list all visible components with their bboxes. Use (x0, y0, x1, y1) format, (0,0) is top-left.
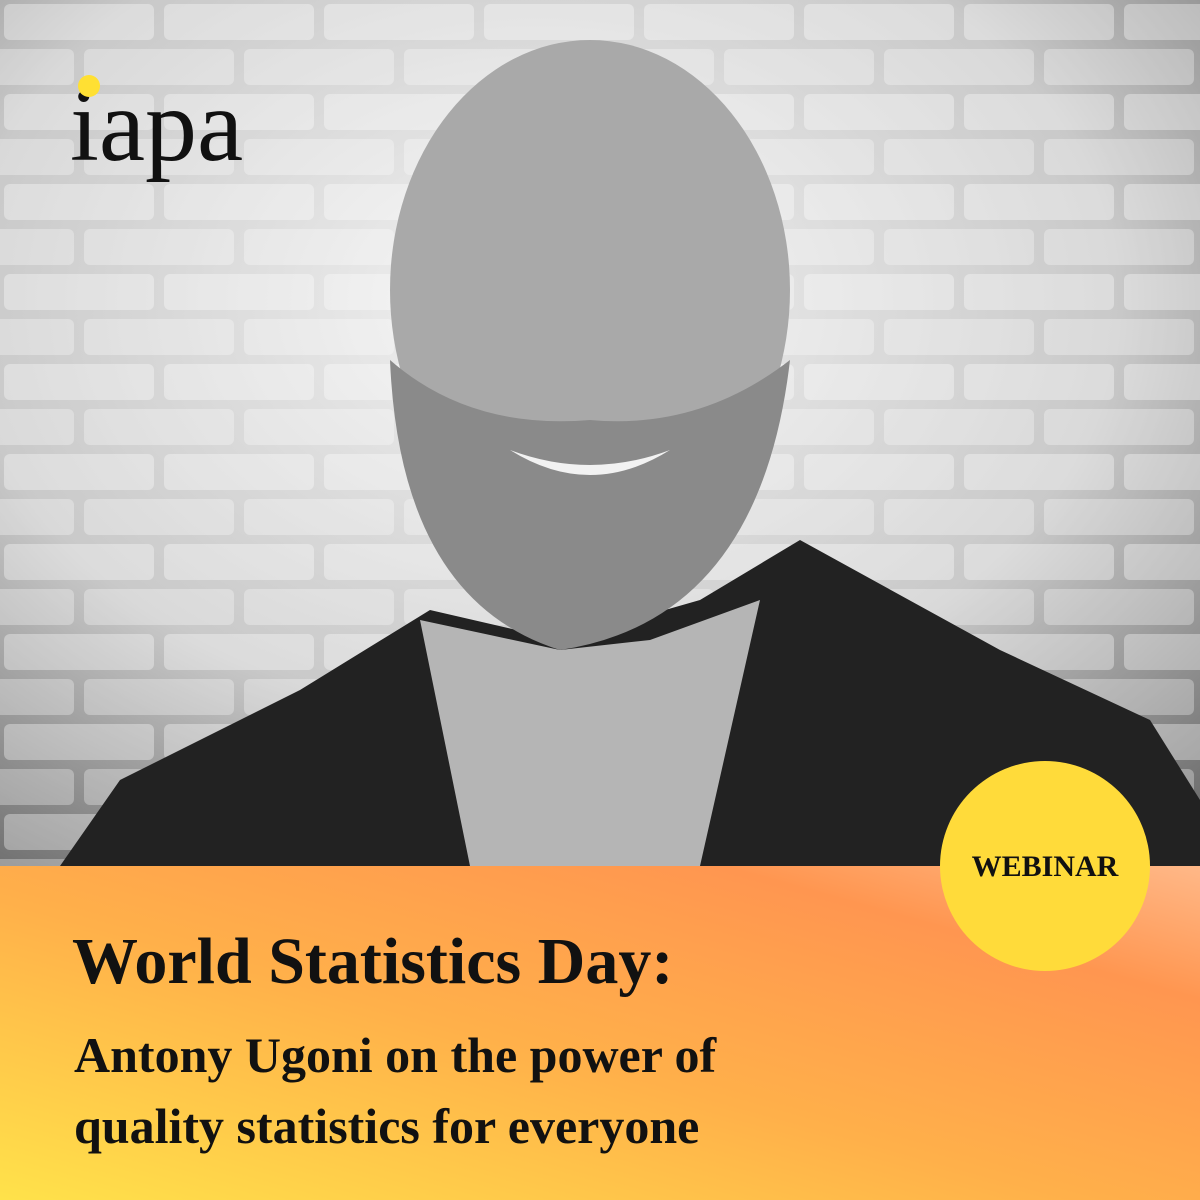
headline-subtitle: quality statistics for everyone (74, 1098, 699, 1154)
headline-title: World Statistics Day: (72, 925, 673, 998)
photo (0, 0, 1200, 866)
smile (510, 450, 670, 475)
headline-subtitle: Antony Ugoni on the power of (74, 1027, 718, 1083)
badge (940, 761, 1150, 971)
shirt (420, 600, 760, 866)
beard (390, 360, 790, 650)
badge-label: WEBINAR (972, 850, 1119, 883)
logo-dot (78, 75, 100, 97)
